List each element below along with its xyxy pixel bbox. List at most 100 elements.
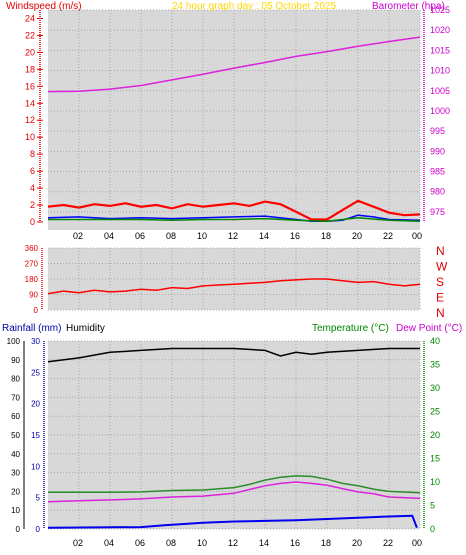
direction-letter-0: N (436, 244, 445, 258)
weather-time-label-18: 18 (321, 538, 331, 548)
rainfall-axis-label: Rainfall (mm) (2, 323, 61, 334)
weather-time-label-06: 06 (135, 538, 145, 548)
series-temperature (48, 475, 421, 494)
direction-tick-270: 270 (25, 260, 39, 269)
wind-time-label-06: 06 (135, 231, 145, 241)
windspeed-tick-14: 14 (25, 98, 35, 108)
direction-letter-2: S (436, 275, 444, 289)
barometer-tick-985: 985 (430, 167, 445, 177)
rainfall-tick-30: 30 (31, 337, 40, 346)
weather-time-label-12: 12 (228, 538, 238, 548)
humidity-tick-100: 100 (7, 337, 21, 346)
windspeed-tick-24: 24 (25, 13, 35, 23)
humidity-tick-90: 90 (11, 356, 20, 365)
wind-time-label-18: 18 (321, 231, 331, 241)
rainfall-tick-25: 25 (31, 368, 40, 377)
temperature-tick-20: 20 (430, 430, 440, 440)
axis-layer: 0246810121416182022249759809859909951000… (7, 5, 450, 548)
windspeed-tick-16: 16 (25, 81, 35, 91)
weather-time-label-20: 20 (352, 538, 362, 548)
barometer-tick-1010: 1010 (430, 66, 450, 76)
weather-time-label-02: 02 (73, 538, 83, 548)
barometer-tick-1015: 1015 (430, 45, 450, 55)
windspeed-tick-8: 8 (30, 149, 35, 159)
windspeed-tick-20: 20 (25, 47, 35, 57)
direction-letter-3: E (436, 291, 444, 305)
windspeed-tick-6: 6 (30, 166, 35, 176)
temperature-tick-25: 25 (430, 407, 440, 417)
direction-tick-90: 90 (29, 291, 38, 300)
direction-letter-1: W (436, 260, 448, 274)
windspeed-tick-0: 0 (30, 217, 35, 227)
wind-time-label-14: 14 (259, 231, 269, 241)
wind-time-label-22: 22 (383, 231, 393, 241)
humidity-tick-40: 40 (11, 450, 20, 459)
barometer-tick-1005: 1005 (430, 86, 450, 96)
rainfall-tick-5: 5 (36, 494, 41, 503)
temperature-tick-15: 15 (430, 454, 440, 464)
windspeed-tick-18: 18 (25, 64, 35, 74)
rainfall-tick-20: 20 (31, 400, 40, 409)
series-wind-direction (47, 278, 421, 295)
wind-time-label-12: 12 (228, 231, 238, 241)
wind-time-label-16: 16 (290, 231, 300, 241)
weather-time-label-04: 04 (104, 538, 114, 548)
temperature-tick-40: 40 (430, 336, 440, 346)
weather-time-label-10: 10 (197, 538, 207, 548)
rainfall-tick-0: 0 (36, 525, 41, 534)
rainfall-tick-15: 15 (31, 431, 40, 440)
barometer-axis-label: Barometer (hpa) (372, 1, 445, 12)
series-layer (47, 36, 421, 529)
weather-time-label-08: 08 (166, 538, 176, 548)
wind-time-label-02: 02 (73, 231, 83, 241)
humidity-tick-70: 70 (11, 393, 20, 402)
direction-tick-360: 360 (25, 244, 39, 253)
barometer-tick-980: 980 (430, 187, 445, 197)
direction-tick-0: 0 (34, 306, 39, 315)
humidity-tick-10: 10 (11, 506, 20, 515)
temperature-tick-30: 30 (430, 383, 440, 393)
temperature-axis-label: Temperature (°C) (312, 323, 389, 334)
series-humidity (47, 347, 420, 363)
humidity-axis-label: Humidity (66, 323, 105, 334)
rainfall-tick-10: 10 (31, 462, 40, 471)
temperature-tick-10: 10 (430, 477, 440, 487)
windspeed-tick-2: 2 (30, 200, 35, 210)
temperature-tick-0: 0 (430, 524, 435, 534)
direction-letter-4: N (436, 306, 445, 320)
humidity-tick-80: 80 (11, 375, 20, 384)
weather-time-label-14: 14 (259, 538, 269, 548)
windspeed-tick-22: 22 (25, 30, 35, 40)
series-barometer (47, 36, 421, 93)
dewpoint-axis-label: Dew Point (°C) (396, 323, 462, 334)
barometer-tick-990: 990 (430, 146, 445, 156)
barometer-tick-1025: 1025 (430, 5, 450, 15)
humidity-tick-50: 50 (11, 431, 20, 440)
direction-tick-180: 180 (25, 275, 39, 284)
windspeed-tick-4: 4 (30, 183, 35, 193)
windspeed-tick-10: 10 (25, 132, 35, 142)
wind-time-label-10: 10 (197, 231, 207, 241)
barometer-tick-1020: 1020 (430, 25, 450, 35)
windspeed-tick-12: 12 (25, 115, 35, 125)
wind-time-label-04: 04 (104, 231, 114, 241)
barometer-tick-975: 975 (430, 207, 445, 217)
wind-time-label-08: 08 (166, 231, 176, 241)
temperature-tick-5: 5 (430, 501, 435, 511)
series-wind-average (48, 217, 421, 222)
wind-time-label-20: 20 (352, 231, 362, 241)
humidity-tick-60: 60 (11, 412, 20, 421)
weather-time-label-00: 00 (412, 538, 422, 548)
windspeed-axis-label: Windspeed (m/s) (6, 1, 82, 12)
humidity-tick-30: 30 (11, 469, 20, 478)
series-wind-speed (47, 214, 421, 222)
series-dew-point (47, 481, 421, 503)
weather-time-label-22: 22 (383, 538, 393, 548)
barometer-tick-995: 995 (430, 126, 445, 136)
barometer-tick-1000: 1000 (430, 106, 450, 116)
humidity-tick-0: 0 (16, 525, 21, 534)
chart-title: 24 hour graph day : 05 October 2025 (172, 1, 336, 12)
series-wind-gust (47, 199, 421, 221)
